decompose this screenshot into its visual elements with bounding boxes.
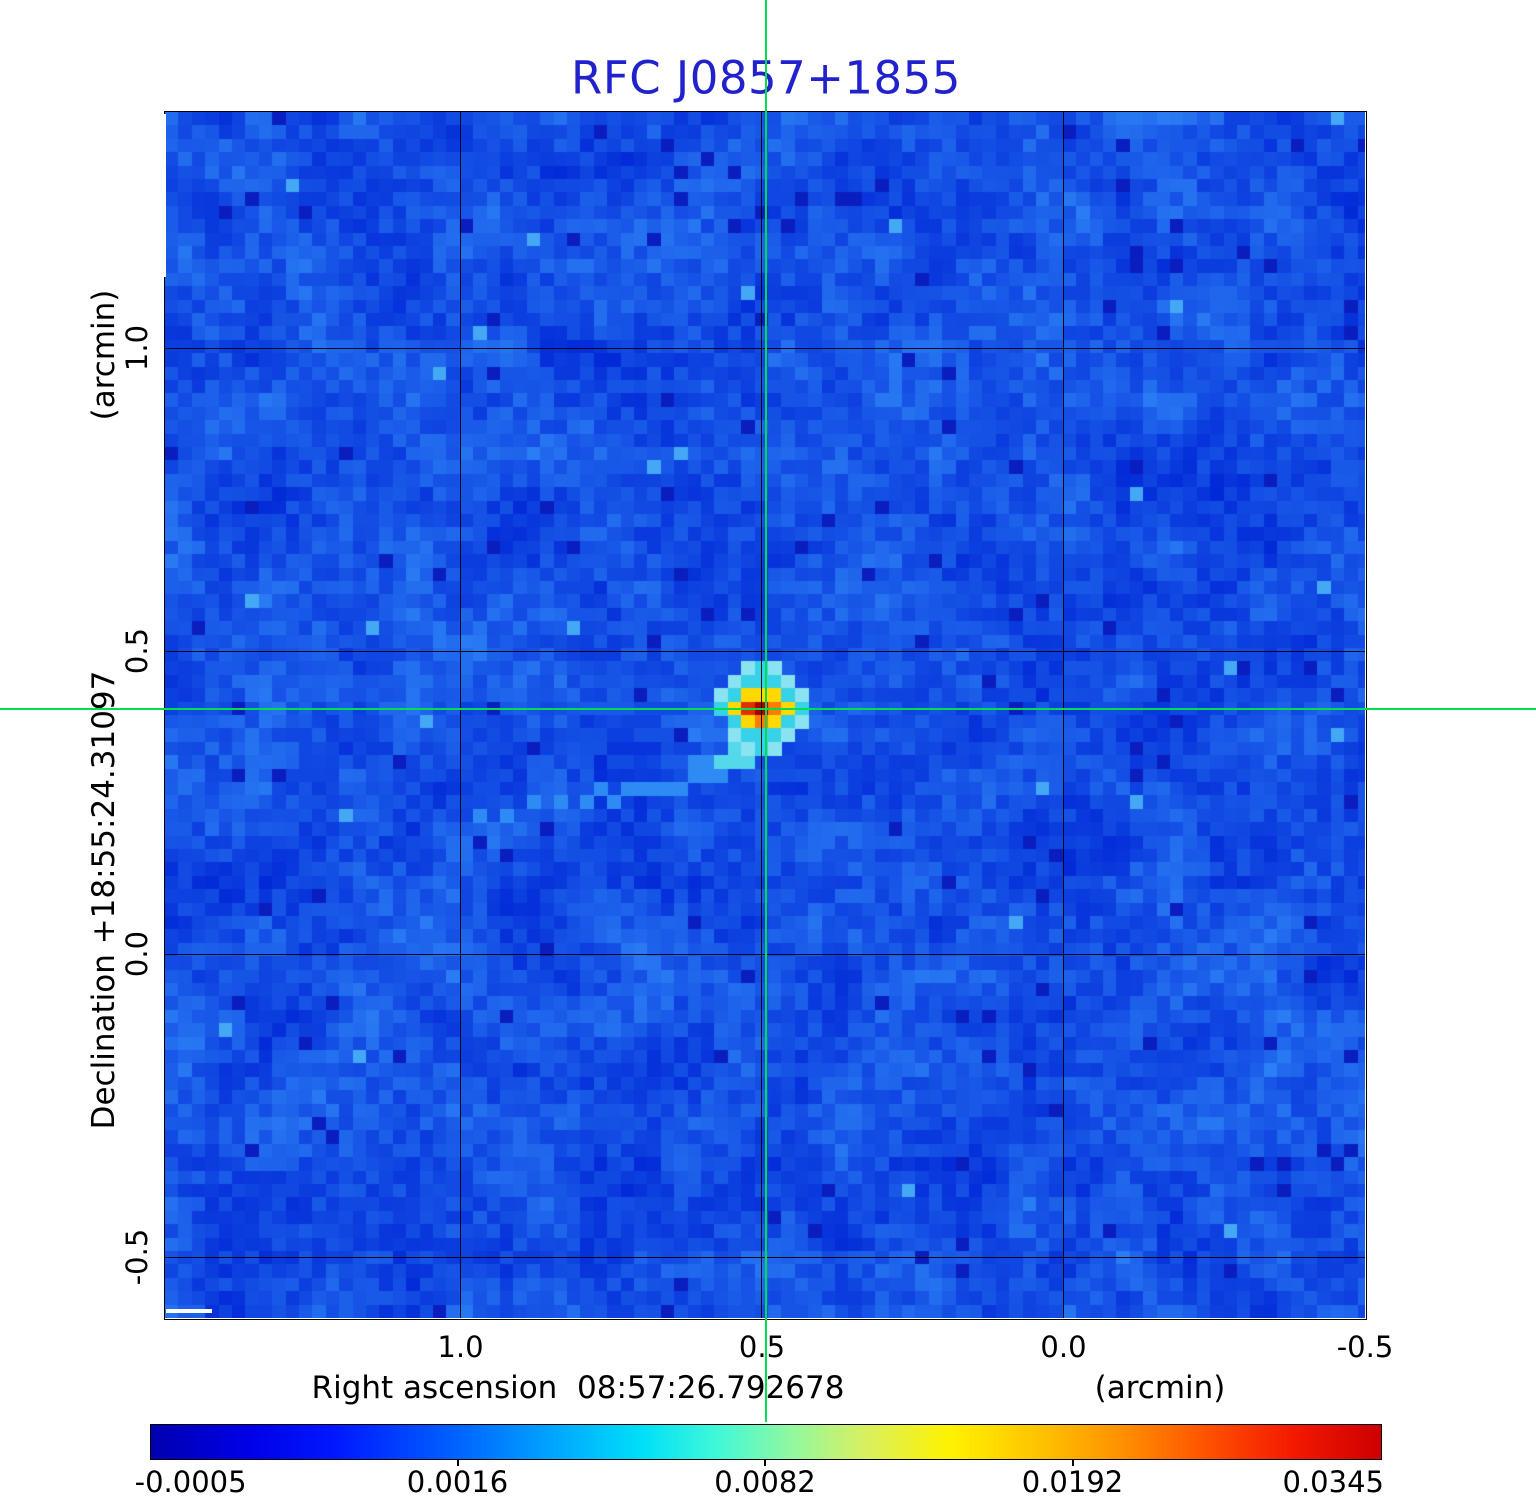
- colorbar-tick-label: 0.0016: [406, 1465, 509, 1499]
- colorbar-gradient: [150, 1424, 1382, 1460]
- gridline-vertical: [761, 112, 763, 1318]
- gridline-horizontal: [165, 347, 1365, 349]
- colorbar-tick: [764, 1459, 766, 1466]
- y-tick-label: -0.5: [120, 1229, 154, 1286]
- gridline-horizontal: [165, 1256, 1365, 1258]
- colorbar-tick-label: -0.0005: [134, 1465, 247, 1499]
- gridline-vertical: [1062, 112, 1064, 1318]
- y-axis-unit-label: (arcmin): [86, 289, 122, 421]
- x-tick-label: 0.0: [1040, 1330, 1087, 1364]
- gridline-horizontal: [165, 953, 1365, 955]
- x-axis-label: Right ascension 08:57:26.792678: [311, 1370, 845, 1406]
- colorbar-tick: [456, 1459, 459, 1466]
- gridline-horizontal: [165, 650, 1365, 652]
- colorbar-tick-label: 0.0345: [1282, 1465, 1384, 1499]
- x-tick-label: -0.5: [1336, 1330, 1394, 1364]
- heatmap-canvas: [165, 112, 1365, 1318]
- crosshair-vertical-line: [765, 0, 768, 1422]
- x-tick-label: 1.0: [437, 1330, 484, 1364]
- colorbar-tick: [1071, 1459, 1074, 1466]
- colorbar-tick-label: 0.0192: [1021, 1465, 1124, 1499]
- gridline-vertical: [459, 112, 461, 1318]
- colorbar-tick-label: 0.0082: [714, 1465, 816, 1499]
- y-axis-label: Declination +18:55:24.31097: [86, 670, 122, 1130]
- y-tick-label: 0.0: [120, 931, 154, 978]
- beam-scale-bar: [166, 1309, 212, 1313]
- y-tick-label: 0.5: [120, 628, 154, 675]
- x-tick-label: 0.5: [738, 1330, 786, 1364]
- plot-border-highlight: [163, 114, 166, 277]
- y-tick-label: 1.0: [120, 325, 154, 372]
- x-axis-unit-label: (arcmin): [1094, 1370, 1226, 1406]
- crosshair-horizontal-line: [0, 707, 1536, 710]
